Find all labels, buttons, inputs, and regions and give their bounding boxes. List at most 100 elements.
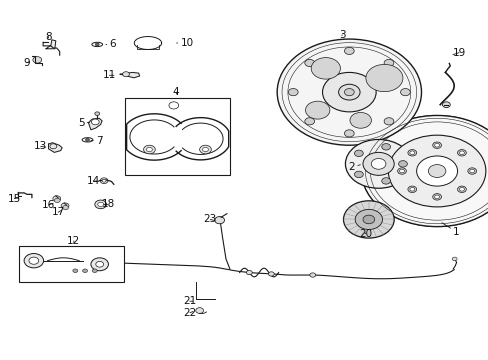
Text: 22: 22 [183, 308, 196, 318]
Circle shape [370, 158, 385, 169]
Polygon shape [88, 118, 102, 130]
Circle shape [459, 151, 464, 154]
Circle shape [344, 89, 353, 96]
Circle shape [434, 143, 439, 147]
Text: 13: 13 [34, 141, 47, 151]
Circle shape [381, 144, 390, 150]
Circle shape [384, 118, 393, 125]
Circle shape [91, 119, 99, 125]
Circle shape [399, 169, 404, 173]
Circle shape [343, 201, 393, 238]
Circle shape [61, 203, 69, 209]
Circle shape [199, 145, 211, 154]
Circle shape [387, 135, 485, 207]
Circle shape [349, 112, 371, 128]
Text: 7: 7 [91, 136, 102, 145]
Circle shape [195, 308, 203, 314]
Text: 2: 2 [348, 162, 360, 172]
Circle shape [62, 206, 68, 210]
Circle shape [362, 215, 374, 224]
Text: 15: 15 [8, 194, 21, 204]
Circle shape [457, 186, 466, 193]
Text: 17: 17 [52, 207, 65, 217]
Circle shape [409, 188, 414, 191]
Text: 16: 16 [42, 200, 55, 210]
Circle shape [305, 101, 329, 119]
Polygon shape [46, 40, 56, 49]
Circle shape [384, 59, 393, 67]
Text: 9: 9 [23, 58, 30, 68]
Circle shape [365, 64, 402, 92]
Circle shape [143, 145, 155, 154]
Circle shape [122, 72, 129, 77]
Circle shape [409, 151, 414, 154]
Text: 14: 14 [86, 176, 100, 186]
Circle shape [96, 261, 103, 267]
Circle shape [29, 257, 39, 264]
Circle shape [309, 273, 315, 277]
Text: 10: 10 [176, 38, 193, 48]
Circle shape [85, 138, 89, 141]
Circle shape [354, 171, 363, 177]
Text: 6: 6 [106, 40, 116, 49]
Circle shape [344, 130, 353, 137]
Circle shape [33, 57, 41, 63]
Circle shape [102, 179, 106, 182]
Circle shape [146, 147, 152, 152]
Circle shape [407, 149, 416, 156]
Text: 4: 4 [173, 87, 179, 97]
Text: 19: 19 [451, 48, 465, 58]
Text: 20: 20 [358, 229, 371, 239]
Text: 12: 12 [67, 236, 81, 246]
Circle shape [304, 118, 314, 125]
Circle shape [469, 169, 474, 173]
Circle shape [407, 186, 416, 193]
Circle shape [95, 200, 106, 209]
Polygon shape [48, 143, 62, 152]
Text: 18: 18 [101, 199, 114, 210]
Circle shape [361, 116, 488, 226]
Circle shape [92, 269, 97, 273]
Circle shape [91, 258, 108, 271]
Text: 1: 1 [441, 223, 459, 237]
Text: 23: 23 [203, 215, 217, 224]
Text: 8: 8 [45, 32, 52, 41]
Circle shape [24, 253, 43, 268]
Text: 21: 21 [183, 296, 196, 306]
Circle shape [95, 43, 99, 46]
Circle shape [82, 269, 87, 273]
Circle shape [427, 165, 445, 177]
Bar [125, 98, 229, 175]
Circle shape [214, 217, 224, 224]
Circle shape [397, 168, 406, 174]
Circle shape [434, 195, 439, 199]
Circle shape [322, 72, 375, 112]
Circle shape [362, 152, 393, 175]
Circle shape [98, 202, 103, 207]
Circle shape [354, 210, 382, 229]
Bar [19, 246, 124, 282]
Circle shape [95, 112, 100, 116]
Circle shape [54, 198, 60, 203]
Circle shape [345, 139, 411, 188]
Circle shape [467, 168, 476, 174]
Circle shape [268, 272, 274, 276]
Circle shape [398, 161, 407, 167]
Circle shape [53, 196, 61, 202]
Text: 3: 3 [338, 30, 345, 40]
Circle shape [451, 257, 456, 261]
Circle shape [304, 59, 314, 67]
Circle shape [202, 147, 208, 152]
Circle shape [100, 178, 108, 184]
Text: 11: 11 [102, 70, 116, 80]
Circle shape [73, 269, 78, 273]
Circle shape [344, 47, 353, 54]
Circle shape [416, 156, 457, 186]
Circle shape [288, 89, 298, 96]
Circle shape [354, 150, 363, 157]
Circle shape [381, 178, 390, 184]
Circle shape [246, 270, 252, 275]
Circle shape [310, 58, 340, 79]
Circle shape [338, 84, 359, 100]
Circle shape [400, 89, 409, 96]
